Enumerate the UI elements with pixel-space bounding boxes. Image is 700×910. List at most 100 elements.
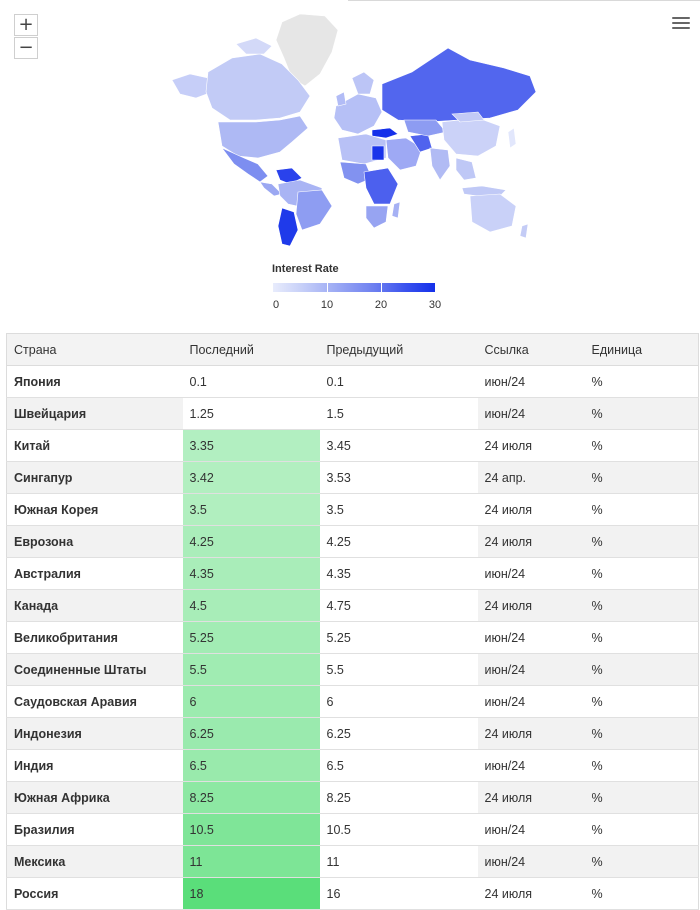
zoom-out-button[interactable]: − xyxy=(14,37,38,59)
country-cell[interactable]: Южная Корея xyxy=(6,493,183,526)
header-last[interactable]: Последний xyxy=(182,333,320,366)
region-madagascar xyxy=(391,201,401,219)
previous-value-cell: 1.5 xyxy=(319,397,478,430)
unit-cell: % xyxy=(584,717,699,750)
country-cell[interactable]: Канада xyxy=(6,589,183,622)
country-cell[interactable]: Индия xyxy=(6,749,183,782)
table-row: Соединенные Штаты 5.5 5.5 июн/24% xyxy=(6,653,699,686)
table-row: Россия 18 16 24 июля% xyxy=(6,877,699,910)
region-china xyxy=(441,117,501,157)
region-central-africa xyxy=(363,167,399,205)
country-cell[interactable]: Швейцария xyxy=(6,397,183,430)
country-cell[interactable]: Саудовская Аравия xyxy=(6,685,183,718)
reference-cell: июн/24 xyxy=(477,845,585,878)
unit-cell: % xyxy=(584,365,699,398)
previous-value-cell: 16 xyxy=(319,877,478,910)
region-central-asia xyxy=(403,119,447,137)
region-mongolia xyxy=(451,111,485,123)
country-cell[interactable]: Соединенные Штаты xyxy=(6,653,183,686)
hamburger-menu-icon[interactable] xyxy=(672,17,690,33)
reference-cell: 24 июля xyxy=(477,781,585,814)
last-value-cell: 3.42 xyxy=(182,461,320,494)
unit-cell: % xyxy=(584,429,699,462)
last-value-cell: 18 xyxy=(182,877,320,910)
color-legend: Interest Rate 0 10 20 30 xyxy=(272,263,442,313)
table-row: Саудовская Аравия 6 6 июн/24% xyxy=(6,685,699,718)
region-greenland xyxy=(275,13,339,87)
unit-cell: % xyxy=(584,397,699,430)
reference-cell: июн/24 xyxy=(477,557,585,590)
last-value-cell: 6.5 xyxy=(182,749,320,782)
last-value-cell: 10.5 xyxy=(182,813,320,846)
previous-value-cell: 6 xyxy=(319,685,478,718)
country-cell[interactable]: Мексика xyxy=(6,845,183,878)
last-value-cell: 4.25 xyxy=(182,525,320,558)
region-brazil xyxy=(295,189,333,231)
table-row: Индонезия 6.25 6.25 24 июля% xyxy=(6,717,699,750)
table-row: Южная Африка 8.25 8.25 24 июля% xyxy=(6,781,699,814)
world-choropleth-map[interactable] xyxy=(160,8,540,248)
region-middle-east xyxy=(385,137,423,171)
region-australia xyxy=(469,193,517,233)
reference-cell: июн/24 xyxy=(477,749,585,782)
reference-cell: июн/24 xyxy=(477,621,585,654)
header-country[interactable]: Страна xyxy=(6,333,183,366)
country-cell[interactable]: Австралия xyxy=(6,557,183,590)
last-value-cell: 5.25 xyxy=(182,621,320,654)
unit-cell: % xyxy=(584,525,699,558)
legend-gradient-bar xyxy=(273,283,435,292)
reference-cell: 24 июля xyxy=(477,525,585,558)
previous-value-cell: 11 xyxy=(319,845,478,878)
last-value-cell: 6 xyxy=(182,685,320,718)
header-previous[interactable]: Предыдущий xyxy=(319,333,478,366)
country-cell[interactable]: Еврозона xyxy=(6,525,183,558)
region-argentina xyxy=(277,207,299,247)
unit-cell: % xyxy=(584,781,699,814)
country-cell[interactable]: Бразилия xyxy=(6,813,183,846)
table-row: Мексика 11 11 июн/24% xyxy=(6,845,699,878)
table-row: Великобритания 5.25 5.25 июн/24% xyxy=(6,621,699,654)
last-value-cell: 5.5 xyxy=(182,653,320,686)
reference-cell: 24 апр. xyxy=(477,461,585,494)
country-cell[interactable]: Индонезия xyxy=(6,717,183,750)
table-row: Сингапур 3.42 3.53 24 апр.% xyxy=(6,461,699,494)
region-india xyxy=(429,147,451,181)
legend-tick-label: 20 xyxy=(374,299,388,311)
country-cell[interactable]: Сингапур xyxy=(6,461,183,494)
header-unit[interactable]: Единица xyxy=(584,333,699,366)
country-cell[interactable]: Россия xyxy=(6,877,183,910)
legend-tick-label: 0 xyxy=(272,299,280,311)
region-egypt xyxy=(371,145,385,161)
previous-value-cell: 3.45 xyxy=(319,429,478,462)
table-row: Китай 3.35 3.45 24 июля% xyxy=(6,429,699,462)
region-central-america xyxy=(259,181,283,197)
reference-cell: 24 июля xyxy=(477,877,585,910)
table-row: Япония 0.1 0.1 июн/24% xyxy=(6,365,699,398)
previous-value-cell: 6.25 xyxy=(319,717,478,750)
legend-tick-label: 10 xyxy=(320,299,334,311)
reference-cell: июн/24 xyxy=(477,813,585,846)
last-value-cell: 3.35 xyxy=(182,429,320,462)
unit-cell: % xyxy=(584,845,699,878)
country-cell[interactable]: Великобритания xyxy=(6,621,183,654)
panel-top-border xyxy=(348,0,700,1)
header-reference[interactable]: Ссылка xyxy=(477,333,585,366)
world-map-panel: + − xyxy=(0,0,700,330)
table-row: Канада 4.5 4.75 24 июля% xyxy=(6,589,699,622)
region-southern-africa xyxy=(365,205,389,229)
country-cell[interactable]: Китай xyxy=(6,429,183,462)
previous-value-cell: 10.5 xyxy=(319,813,478,846)
table-row: Швейцария 1.25 1.5 июн/24% xyxy=(6,397,699,430)
table-row: Бразилия 10.5 10.5 июн/24% xyxy=(6,813,699,846)
reference-cell: 24 июля xyxy=(477,429,585,462)
last-value-cell: 0.1 xyxy=(182,365,320,398)
reference-cell: июн/24 xyxy=(477,397,585,430)
country-cell[interactable]: Южная Африка xyxy=(6,781,183,814)
last-value-cell: 8.25 xyxy=(182,781,320,814)
country-cell[interactable]: Япония xyxy=(6,365,183,398)
last-value-cell: 1.25 xyxy=(182,397,320,430)
legend-tick-mark xyxy=(327,283,328,292)
unit-cell: % xyxy=(584,589,699,622)
last-value-cell: 11 xyxy=(182,845,320,878)
zoom-in-button[interactable]: + xyxy=(14,14,38,36)
